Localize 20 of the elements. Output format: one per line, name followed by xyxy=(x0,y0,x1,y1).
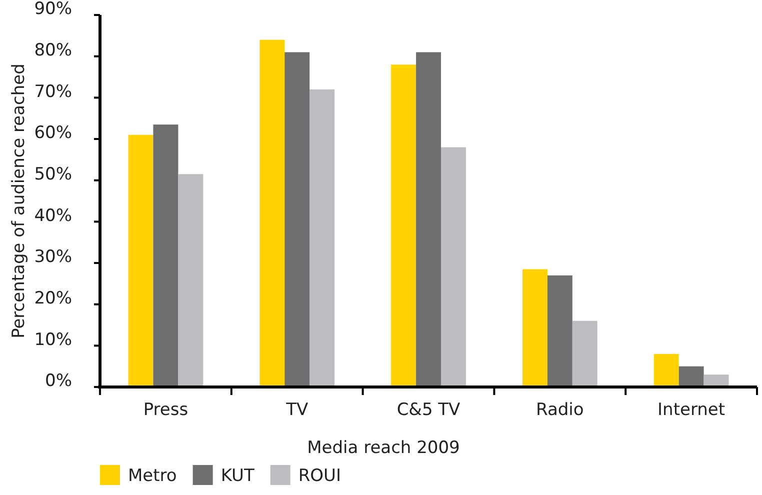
x-axis-title: Media reach 2009 xyxy=(307,438,460,458)
y-tick-label: 30% xyxy=(34,247,72,268)
legend-label: KUT xyxy=(220,466,255,486)
y-tick-label: 50% xyxy=(34,164,72,184)
x-tick-label: TV xyxy=(285,400,308,420)
x-tick-label: Internet xyxy=(658,400,726,420)
y-tick-label: 10% xyxy=(34,330,72,350)
y-axis-title: Percentage of audience reached xyxy=(9,64,29,338)
x-tick-label: Press xyxy=(143,400,188,420)
y-tick-label: 70% xyxy=(34,82,72,102)
y-tick-label: 0% xyxy=(45,371,72,392)
legend-label: ROUI xyxy=(298,466,341,486)
x-tick-label: Radio xyxy=(536,400,584,420)
y-tick-label: 90% xyxy=(34,0,72,20)
legend-label: Metro xyxy=(128,466,177,486)
x-tick-label: C&5 TV xyxy=(396,400,461,420)
y-tick-label: 60% xyxy=(34,123,72,144)
y-tick-label: 80% xyxy=(34,40,72,60)
y-tick-label: 20% xyxy=(34,288,72,308)
y-tick-label: 40% xyxy=(34,206,72,226)
